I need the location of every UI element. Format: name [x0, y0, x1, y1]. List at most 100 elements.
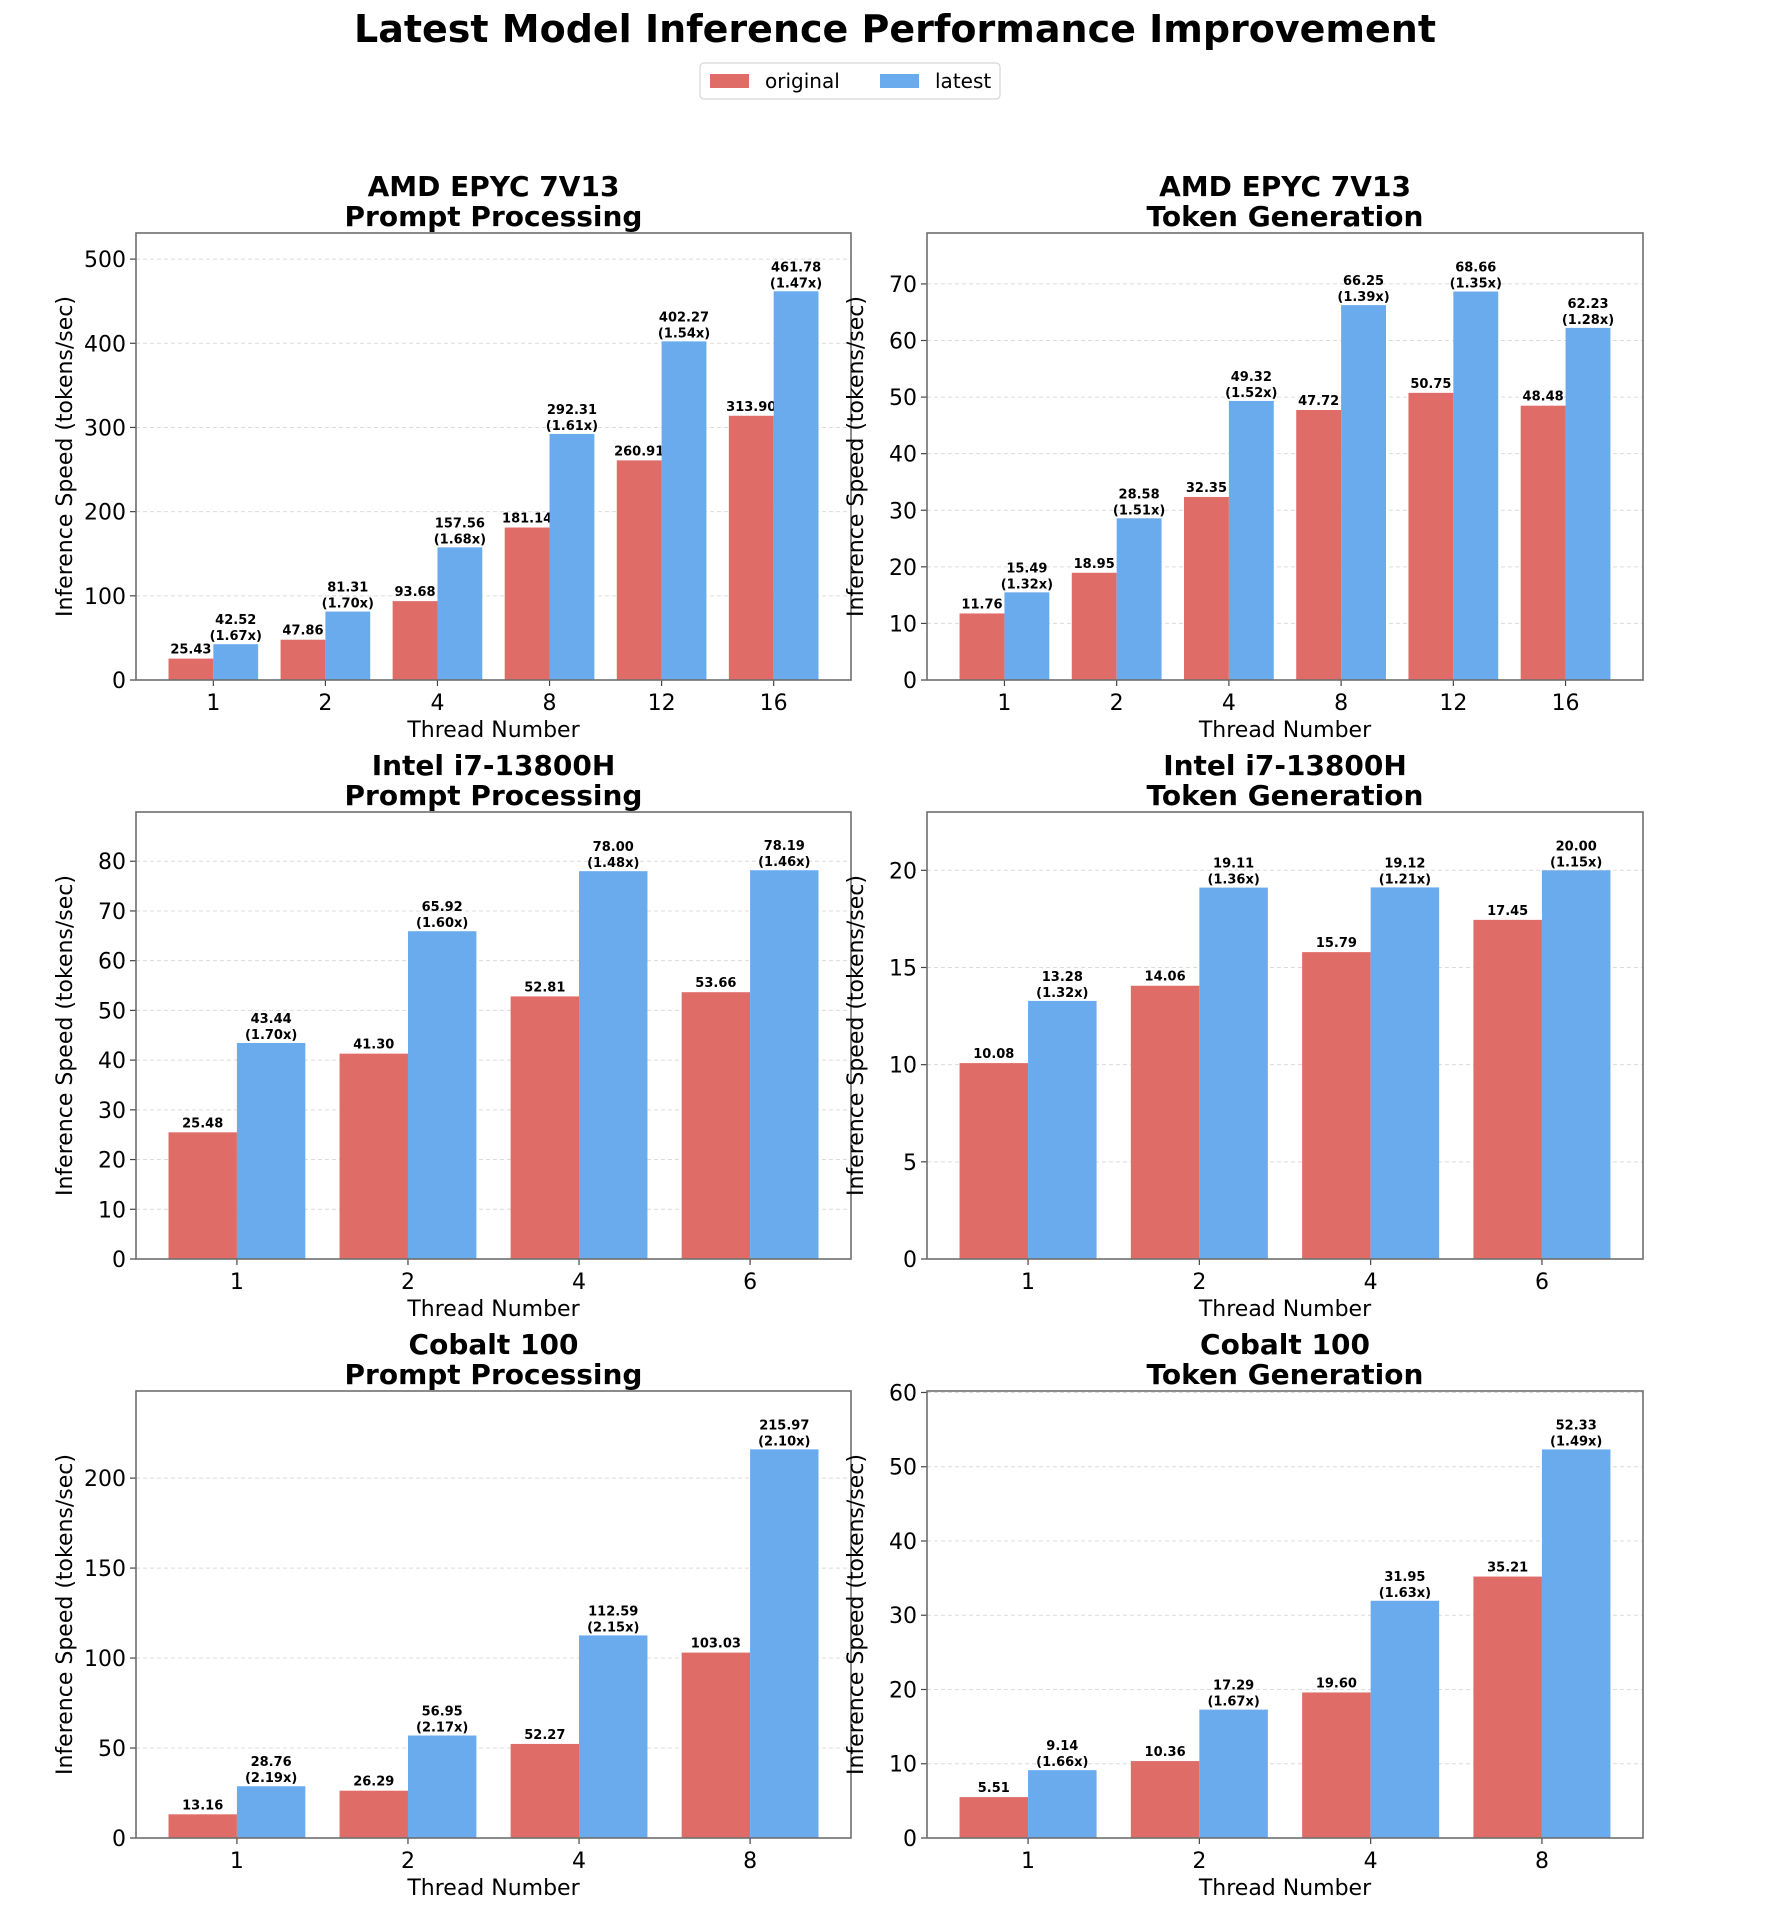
bar-original	[728, 415, 774, 680]
legend-label-latest: latest	[935, 69, 991, 93]
bar-value-label: 52.27	[524, 1728, 565, 1743]
bar-original	[1520, 405, 1566, 680]
bar-latest	[236, 1043, 306, 1259]
bar-speedup-label: (2.17x)	[416, 1721, 468, 1736]
bar-value-label: 19.12	[1384, 856, 1425, 871]
bar-latest	[1116, 518, 1162, 680]
y-axis-label: Inference Speed (tokens/sec)	[53, 875, 78, 1196]
bar-speedup-label: (1.46x)	[758, 855, 810, 870]
bar-value-label: 28.76	[251, 1755, 292, 1770]
x-tick-label: 2	[318, 691, 332, 716]
bar-latest	[1028, 1770, 1097, 1838]
plot-frame	[135, 1390, 852, 1839]
bar-speedup-label: (1.47x)	[770, 276, 822, 291]
bar-original	[168, 658, 214, 680]
legend-label-original: original	[765, 69, 840, 93]
bar-original	[959, 613, 1005, 680]
x-tick-label: 6	[1535, 1270, 1549, 1295]
bar-value-label: 19.11	[1213, 857, 1254, 872]
bar-latest	[1370, 887, 1440, 1259]
bar-original	[168, 1132, 237, 1259]
bar-value-label: 26.29	[353, 1775, 394, 1790]
legend-box	[699, 62, 1001, 100]
x-tick-label: 1	[1021, 1270, 1035, 1295]
bar-value-label: 260.91	[614, 444, 664, 459]
y-tick-label: 20	[889, 859, 917, 884]
bar-value-label: 5.51	[978, 1781, 1010, 1796]
y-tick-label: 0	[903, 669, 917, 694]
bar-speedup-label: (1.54x)	[658, 326, 710, 341]
bar-value-label: 93.68	[394, 585, 435, 600]
bar-speedup-label: (1.28x)	[1562, 313, 1614, 328]
bar-value-label: 49.32	[1231, 370, 1272, 385]
bar-original	[510, 996, 580, 1259]
bar-value-label: 81.31	[327, 581, 368, 596]
bar-original	[1296, 409, 1342, 680]
bar-latest	[1341, 305, 1387, 680]
bar-original	[1302, 1692, 1371, 1838]
y-tick-label: 50	[98, 1737, 126, 1762]
bar-speedup-label: (1.49x)	[1550, 1434, 1602, 1449]
bar-original	[1130, 985, 1200, 1259]
bar-speedup-label: (1.68x)	[434, 532, 486, 547]
bar-latest	[1004, 592, 1050, 680]
bar-value-label: 52.81	[524, 980, 565, 995]
bar-value-label: 28.58	[1119, 487, 1160, 502]
bar-original	[339, 1053, 408, 1259]
bar-original	[1408, 392, 1454, 680]
bar-speedup-label: (2.15x)	[587, 1620, 639, 1635]
bar-latest	[549, 433, 595, 680]
bar-speedup-label: (1.39x)	[1337, 290, 1389, 305]
bar-value-label: 15.79	[1316, 936, 1357, 951]
bar-value-label: 35.21	[1487, 1561, 1528, 1576]
y-tick-label: 10	[889, 1054, 917, 1079]
bar-latest	[661, 341, 707, 680]
bar-latest	[1565, 327, 1611, 680]
x-axis-label: Thread Number	[406, 718, 580, 743]
y-tick-label: 50	[98, 999, 126, 1024]
x-tick-label: 2	[401, 1270, 415, 1295]
bar-latest	[750, 870, 819, 1259]
plot-frame	[926, 232, 1644, 681]
x-axis-label: Thread Number	[406, 1876, 580, 1901]
y-axis-label: Inference Speed (tokens/sec)	[844, 875, 869, 1196]
subplot-title-line1: Cobalt 100	[409, 1328, 579, 1361]
y-tick-label: 30	[98, 1099, 126, 1124]
bar-value-label: 17.29	[1213, 1679, 1254, 1694]
y-tick-label: 60	[98, 950, 126, 975]
bar-speedup-label: (1.67x)	[1207, 1695, 1259, 1710]
bar-value-label: 31.95	[1384, 1570, 1425, 1585]
plot-frame	[926, 1390, 1644, 1839]
x-tick-label: 4	[1222, 691, 1236, 716]
bar-value-label: 292.31	[547, 403, 597, 418]
bar-value-label: 53.66	[695, 976, 736, 991]
bar-value-label: 17.45	[1487, 904, 1528, 919]
x-tick-label: 16	[1552, 691, 1580, 716]
x-tick-label: 2	[1192, 1849, 1206, 1874]
subplot-title-line1: AMD EPYC 7V13	[368, 170, 620, 203]
subplot-title-line1: Intel i7-13800H	[1163, 749, 1407, 782]
y-tick-label: 20	[889, 556, 917, 581]
bar-speedup-label: (1.48x)	[587, 856, 639, 871]
bar-original	[504, 527, 550, 680]
bar-speedup-label: (1.21x)	[1379, 872, 1431, 887]
bar-original	[339, 1790, 408, 1838]
bar-value-label: 10.08	[973, 1047, 1014, 1062]
bar-latest	[1028, 1000, 1097, 1259]
bar-original	[1071, 572, 1117, 680]
x-tick-label: 12	[648, 691, 676, 716]
bar-latest	[1453, 291, 1499, 680]
x-tick-label: 4	[1364, 1270, 1378, 1295]
bar-value-label: 10.36	[1145, 1745, 1186, 1760]
y-tick-label: 30	[889, 1604, 917, 1629]
bar-latest	[1541, 870, 1611, 1259]
x-tick-label: 6	[743, 1270, 757, 1295]
bar-latest	[407, 1735, 477, 1838]
bar-speedup-label: (1.35x)	[1450, 277, 1502, 292]
bar-value-label: 181.14	[502, 512, 552, 527]
bar-speedup-label: (1.63x)	[1379, 1586, 1431, 1601]
legend-swatch-latest	[880, 74, 919, 88]
bar-value-label: 42.52	[215, 613, 256, 628]
